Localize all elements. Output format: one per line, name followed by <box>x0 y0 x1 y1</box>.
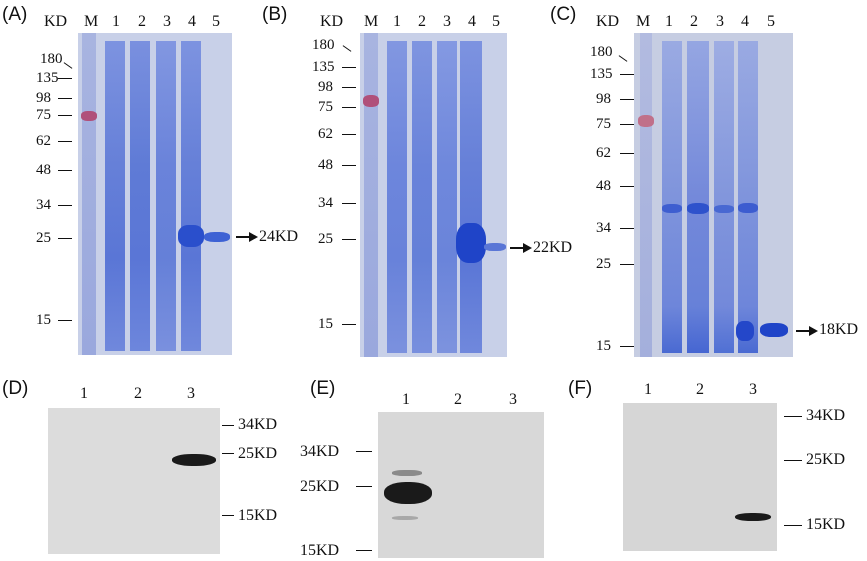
panel-e-blot <box>378 412 544 558</box>
panel-c-marker-48: 48 <box>596 178 611 194</box>
panel-c-marker-135: 135 <box>590 66 613 82</box>
panel-a-marker-135: 135 <box>36 70 59 86</box>
panel-d-blot <box>48 408 220 554</box>
panel-a-gel <box>78 33 232 355</box>
panel-b-marker-48: 48 <box>318 157 333 173</box>
panel-e-marker-15: 15KD <box>300 542 340 559</box>
panel-e-lane-3: 3 <box>509 391 517 408</box>
panel-b-lane-2: 2 <box>418 13 426 30</box>
panel-f-label: (F) <box>568 378 593 399</box>
panel-d-lane-2: 2 <box>134 385 142 402</box>
panel-c-lane-5: 5 <box>767 13 775 30</box>
panel-a-lane-3: 3 <box>163 13 171 30</box>
panel-a-lane-5: 5 <box>212 13 220 30</box>
panel-a-unit: KD <box>44 13 68 30</box>
panel-c-marker-15: 15 <box>596 338 611 354</box>
panel-c-unit: KD <box>596 13 620 30</box>
panel-a-lane-1: 1 <box>112 13 120 30</box>
panel-a-target-label: 24KD <box>259 228 299 245</box>
panel-d-marker-34: 34KD <box>238 416 278 433</box>
panel-b-marker-180: 180 <box>312 37 335 53</box>
panel-b-lane-5: 5 <box>492 13 500 30</box>
panel-c-gel <box>634 33 793 357</box>
panel-c-marker-25: 25 <box>596 256 611 272</box>
panel-f-lane-3: 3 <box>749 381 757 398</box>
panel-a-lane-2: 2 <box>138 13 146 30</box>
panel-d-marker-15: 15KD <box>238 507 278 524</box>
panel-c-marker-34: 34 <box>596 220 611 236</box>
panel-f-marker-15: 15KD <box>806 516 846 533</box>
panel-a-marker-75: 75 <box>36 107 51 123</box>
panel-c-marker-62: 62 <box>596 145 611 161</box>
panel-b-target-label: 22KD <box>533 239 573 256</box>
panel-b-arrow <box>510 243 532 253</box>
panel-b-lane-1: 1 <box>393 13 401 30</box>
panel-d-lane-1: 1 <box>80 385 88 402</box>
panel-a-marker-48: 48 <box>36 162 51 178</box>
panel-a-marker-180: 180 <box>40 51 63 67</box>
panel-f-blot <box>623 403 777 551</box>
panel-c-lane-m: M <box>636 13 651 30</box>
panel-a-lane-m: M <box>84 13 99 30</box>
panel-c-marker-98: 98 <box>596 91 611 107</box>
panel-b-marker-34: 34 <box>318 195 333 211</box>
panel-b-label: (B) <box>262 4 288 25</box>
panel-a-marker-98: 98 <box>36 90 51 106</box>
panel-b-marker-98: 98 <box>318 79 333 95</box>
panel-b-marker-62: 62 <box>318 126 333 142</box>
panel-c-lane-4: 4 <box>741 13 749 30</box>
panel-d-marker-25: 25KD <box>238 445 278 462</box>
panel-c-arrow <box>796 326 818 336</box>
panel-a-arrow <box>236 232 258 242</box>
panel-d-label: (D) <box>2 378 29 399</box>
panel-a-label: (A) <box>2 4 28 25</box>
panel-a-lane-4: 4 <box>188 13 196 30</box>
panel-c-target-label: 18KD <box>819 321 859 338</box>
panel-e-lane-1: 1 <box>402 391 410 408</box>
panel-b-lane-3: 3 <box>443 13 451 30</box>
panel-a-marker-34: 34 <box>36 197 51 213</box>
panel-e-lane-2: 2 <box>454 391 462 408</box>
panel-d-lane-3: 3 <box>187 385 195 402</box>
panel-b-marker-25: 25 <box>318 231 333 247</box>
panel-e-marker-25: 25KD <box>300 478 340 495</box>
panel-c-label: (C) <box>550 4 577 25</box>
panel-b-gel <box>360 33 507 357</box>
panel-c-lane-1: 1 <box>665 13 673 30</box>
panel-f-lane-1: 1 <box>644 381 652 398</box>
panel-c-marker-180: 180 <box>590 44 613 60</box>
panel-c-marker-75: 75 <box>596 116 611 132</box>
panel-b-lane-m: M <box>364 13 379 30</box>
panel-a-marker-25: 25 <box>36 230 51 246</box>
panel-e-marker-34: 34KD <box>300 443 340 460</box>
panel-f-marker-34: 34KD <box>806 407 846 424</box>
panel-a-marker-15: 15 <box>36 312 51 328</box>
panel-c-lane-2: 2 <box>690 13 698 30</box>
panel-b-lane-4: 4 <box>468 13 476 30</box>
panel-e-label: (E) <box>310 378 336 399</box>
panel-b-marker-135: 135 <box>312 59 335 75</box>
panel-b-marker-75: 75 <box>318 99 333 115</box>
panel-f-lane-2: 2 <box>696 381 704 398</box>
panel-c-lane-3: 3 <box>716 13 724 30</box>
panel-b-marker-15: 15 <box>318 316 333 332</box>
panel-b-unit: KD <box>320 13 344 30</box>
panel-f-marker-25: 25KD <box>806 451 846 468</box>
panel-a-marker-62: 62 <box>36 133 51 149</box>
